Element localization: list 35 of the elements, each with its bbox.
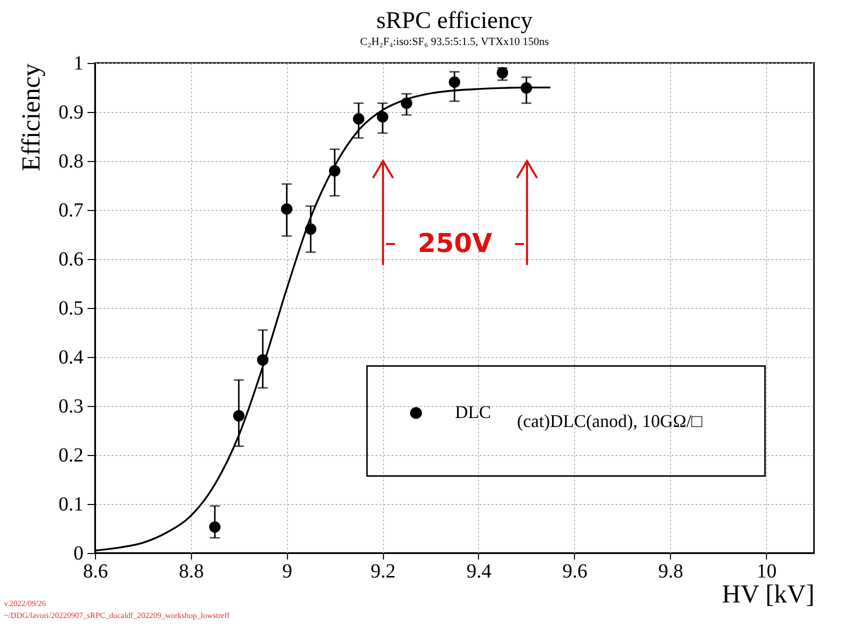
y-tick-label: 0.2 <box>58 444 84 466</box>
annotation: (cat)DLC(anod), 10GΩ/□ <box>517 411 702 431</box>
chart-title: sRPC efficiency <box>376 8 533 34</box>
x-tick-label: 10 <box>756 560 777 582</box>
x-axis-title: HV [kV] <box>722 580 814 608</box>
text: ~/DDG/lavori/20220907_sRPC_docaldf_202209_workshop_lowstreff <box>4 610 230 622</box>
x-tick-label: 9.8 <box>658 560 684 582</box>
y-tick-label: 0.3 <box>58 396 84 418</box>
y-axis-title: Efficiency <box>16 64 46 172</box>
x-tick-label: 8.8 <box>178 560 204 582</box>
point <box>352 113 364 125</box>
y-tick-label: 0.5 <box>58 298 84 320</box>
point <box>233 410 244 422</box>
x-tick-label: 9.4 <box>466 560 492 582</box>
point <box>496 67 508 78</box>
chart-subtitle: C₂H₂F₄:iso:SF₆ 93.5:5:1.5, VTXx10 150ns <box>360 36 549 48</box>
x-tick-label: 8.6 <box>83 560 108 582</box>
y-tick-label: 0.8 <box>58 150 84 172</box>
y-tick-label: 1 <box>74 52 84 74</box>
annotation: 250V <box>418 229 492 259</box>
x-tick-label: 9.2 <box>370 560 396 582</box>
point <box>209 521 221 533</box>
x-tick-label: 9.6 <box>562 560 588 582</box>
y-tick-label: 0.6 <box>58 248 84 270</box>
text: v.2022/09/26 <box>4 598 47 610</box>
x-tick-label: 9 <box>282 560 292 582</box>
y-tick-label: 0 <box>74 542 84 564</box>
point <box>448 76 460 88</box>
y-tick-label: 0.4 <box>58 346 84 368</box>
legend-label: DLC <box>455 402 491 422</box>
point <box>281 203 292 215</box>
y-tick-label: 0.1 <box>58 494 84 516</box>
y-tick-label: 0.9 <box>58 102 84 124</box>
point <box>376 111 388 123</box>
y-tick-label: 0.7 <box>58 200 84 222</box>
